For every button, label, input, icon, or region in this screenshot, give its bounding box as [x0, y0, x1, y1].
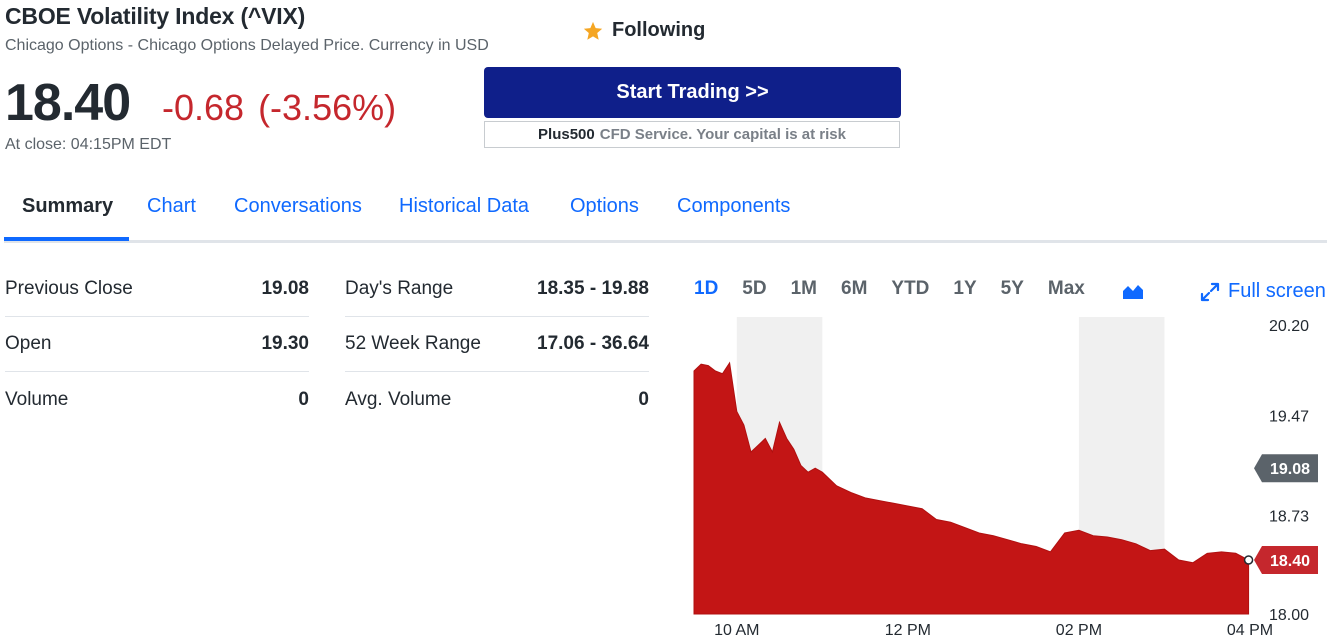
x-axis-tick: 04 PM — [1227, 622, 1273, 639]
stat-row: Previous Close 19.08 — [5, 262, 309, 317]
range-max[interactable]: Max — [1047, 278, 1085, 299]
last-price-point — [1243, 555, 1254, 565]
stat-label: Avg. Volume — [345, 388, 452, 410]
quote-tabs: Summary Chart Conversations Historical D… — [4, 188, 1327, 243]
price-area — [693, 361, 1250, 615]
stats-table-right: Day's Range 18.35 - 19.88 52 Week Range … — [345, 262, 649, 427]
ad-brand: Plus500 — [538, 126, 595, 143]
price-change: -0.68 (-3.56%) — [162, 86, 396, 130]
start-trading-button[interactable]: Start Trading >> — [484, 67, 901, 118]
active-tab-indicator — [4, 237, 129, 241]
following-label: Following — [612, 19, 706, 41]
y-axis-tick: 18.00 — [1269, 607, 1309, 624]
full-screen-button[interactable]: Full screen — [1200, 280, 1326, 303]
previous-close-badge-shape — [1254, 454, 1318, 483]
range-1d[interactable]: 1D — [694, 278, 719, 299]
close-time: At close: 04:15PM EDT — [5, 136, 172, 153]
stat-value: 0 — [298, 388, 309, 410]
change-percent: (-3.56%) — [258, 87, 397, 128]
price-chart[interactable]: 20.20 19.47 18.73 18.00 10 AM 12 PM 02 PM 04 PM… — [693, 317, 1323, 639]
last-price-badge-shape — [1254, 546, 1318, 574]
stat-value: 19.08 — [261, 278, 309, 299]
stat-label: Previous Close — [5, 278, 133, 299]
range-6m[interactable]: 6M — [841, 278, 868, 299]
stat-value: 0 — [638, 388, 649, 410]
page-title: CBOE Volatility Index (^VIX) — [5, 3, 306, 29]
last-price: 18.40 — [5, 74, 131, 132]
change-value: -0.68 — [162, 87, 245, 128]
previous-close-badge-label: 19.08 — [1270, 461, 1310, 478]
stat-row: Volume 0 — [5, 372, 309, 427]
star-icon — [583, 21, 603, 40]
stat-row: Avg. Volume 0 — [345, 372, 649, 427]
range-1m[interactable]: 1M — [790, 278, 817, 299]
stat-label: Volume — [5, 388, 69, 410]
following-button[interactable]: Following — [582, 19, 705, 42]
stat-label: 52 Week Range — [345, 333, 481, 354]
range-5d[interactable]: 5D — [742, 278, 767, 299]
x-axis-tick: 10 AM — [714, 622, 759, 639]
y-axis-tick: 19.47 — [1269, 409, 1309, 426]
tab-historical-data[interactable]: Historical Data — [399, 195, 530, 217]
stat-row: 52 Week Range 17.06 - 36.64 — [345, 317, 649, 372]
stat-value: 19.30 — [261, 333, 309, 354]
stat-value: 17.06 - 36.64 — [537, 333, 649, 354]
stats-table-left: Previous Close 19.08 Open 19.30 Volume 0 — [5, 262, 309, 427]
ad-disclaimer-text: CFD Service. Your capital is at risk — [599, 126, 846, 143]
tab-options[interactable]: Options — [570, 195, 639, 217]
last-price-badge-label: 18.40 — [1270, 553, 1310, 570]
stat-value: 18.35 - 19.88 — [537, 278, 649, 299]
stat-row: Day's Range 18.35 - 19.88 — [345, 262, 649, 317]
range-selector: 1D 5D 1M 6M YTD 1Y 5Y Max — [694, 278, 1085, 300]
expand-icon — [1200, 282, 1220, 301]
stat-label: Open — [5, 333, 52, 354]
tab-summary[interactable]: Summary — [22, 195, 114, 217]
tab-chart[interactable]: Chart — [147, 195, 196, 217]
area-chart-icon[interactable] — [1122, 282, 1144, 300]
range-1y[interactable]: 1Y — [953, 278, 977, 299]
x-axis-tick: 02 PM — [1056, 622, 1102, 639]
range-5y[interactable]: 5Y — [1000, 278, 1024, 299]
x-axis-tick: 12 PM — [885, 622, 931, 639]
tab-conversations[interactable]: Conversations — [234, 195, 362, 217]
y-axis-tick: 18.73 — [1269, 508, 1309, 525]
ad-disclaimer: Plus500 CFD Service. Your capital is at r… — [484, 121, 900, 148]
y-axis-tick: 20.20 — [1269, 318, 1309, 335]
full-screen-label: Full screen — [1228, 280, 1326, 302]
tab-components[interactable]: Components — [677, 195, 791, 217]
stat-label: Day's Range — [345, 278, 454, 299]
stat-row: Open 19.30 — [5, 317, 309, 372]
exchange-info: Chicago Options - Chicago Options Delaye… — [5, 37, 489, 54]
range-ytd[interactable]: YTD — [891, 278, 930, 299]
